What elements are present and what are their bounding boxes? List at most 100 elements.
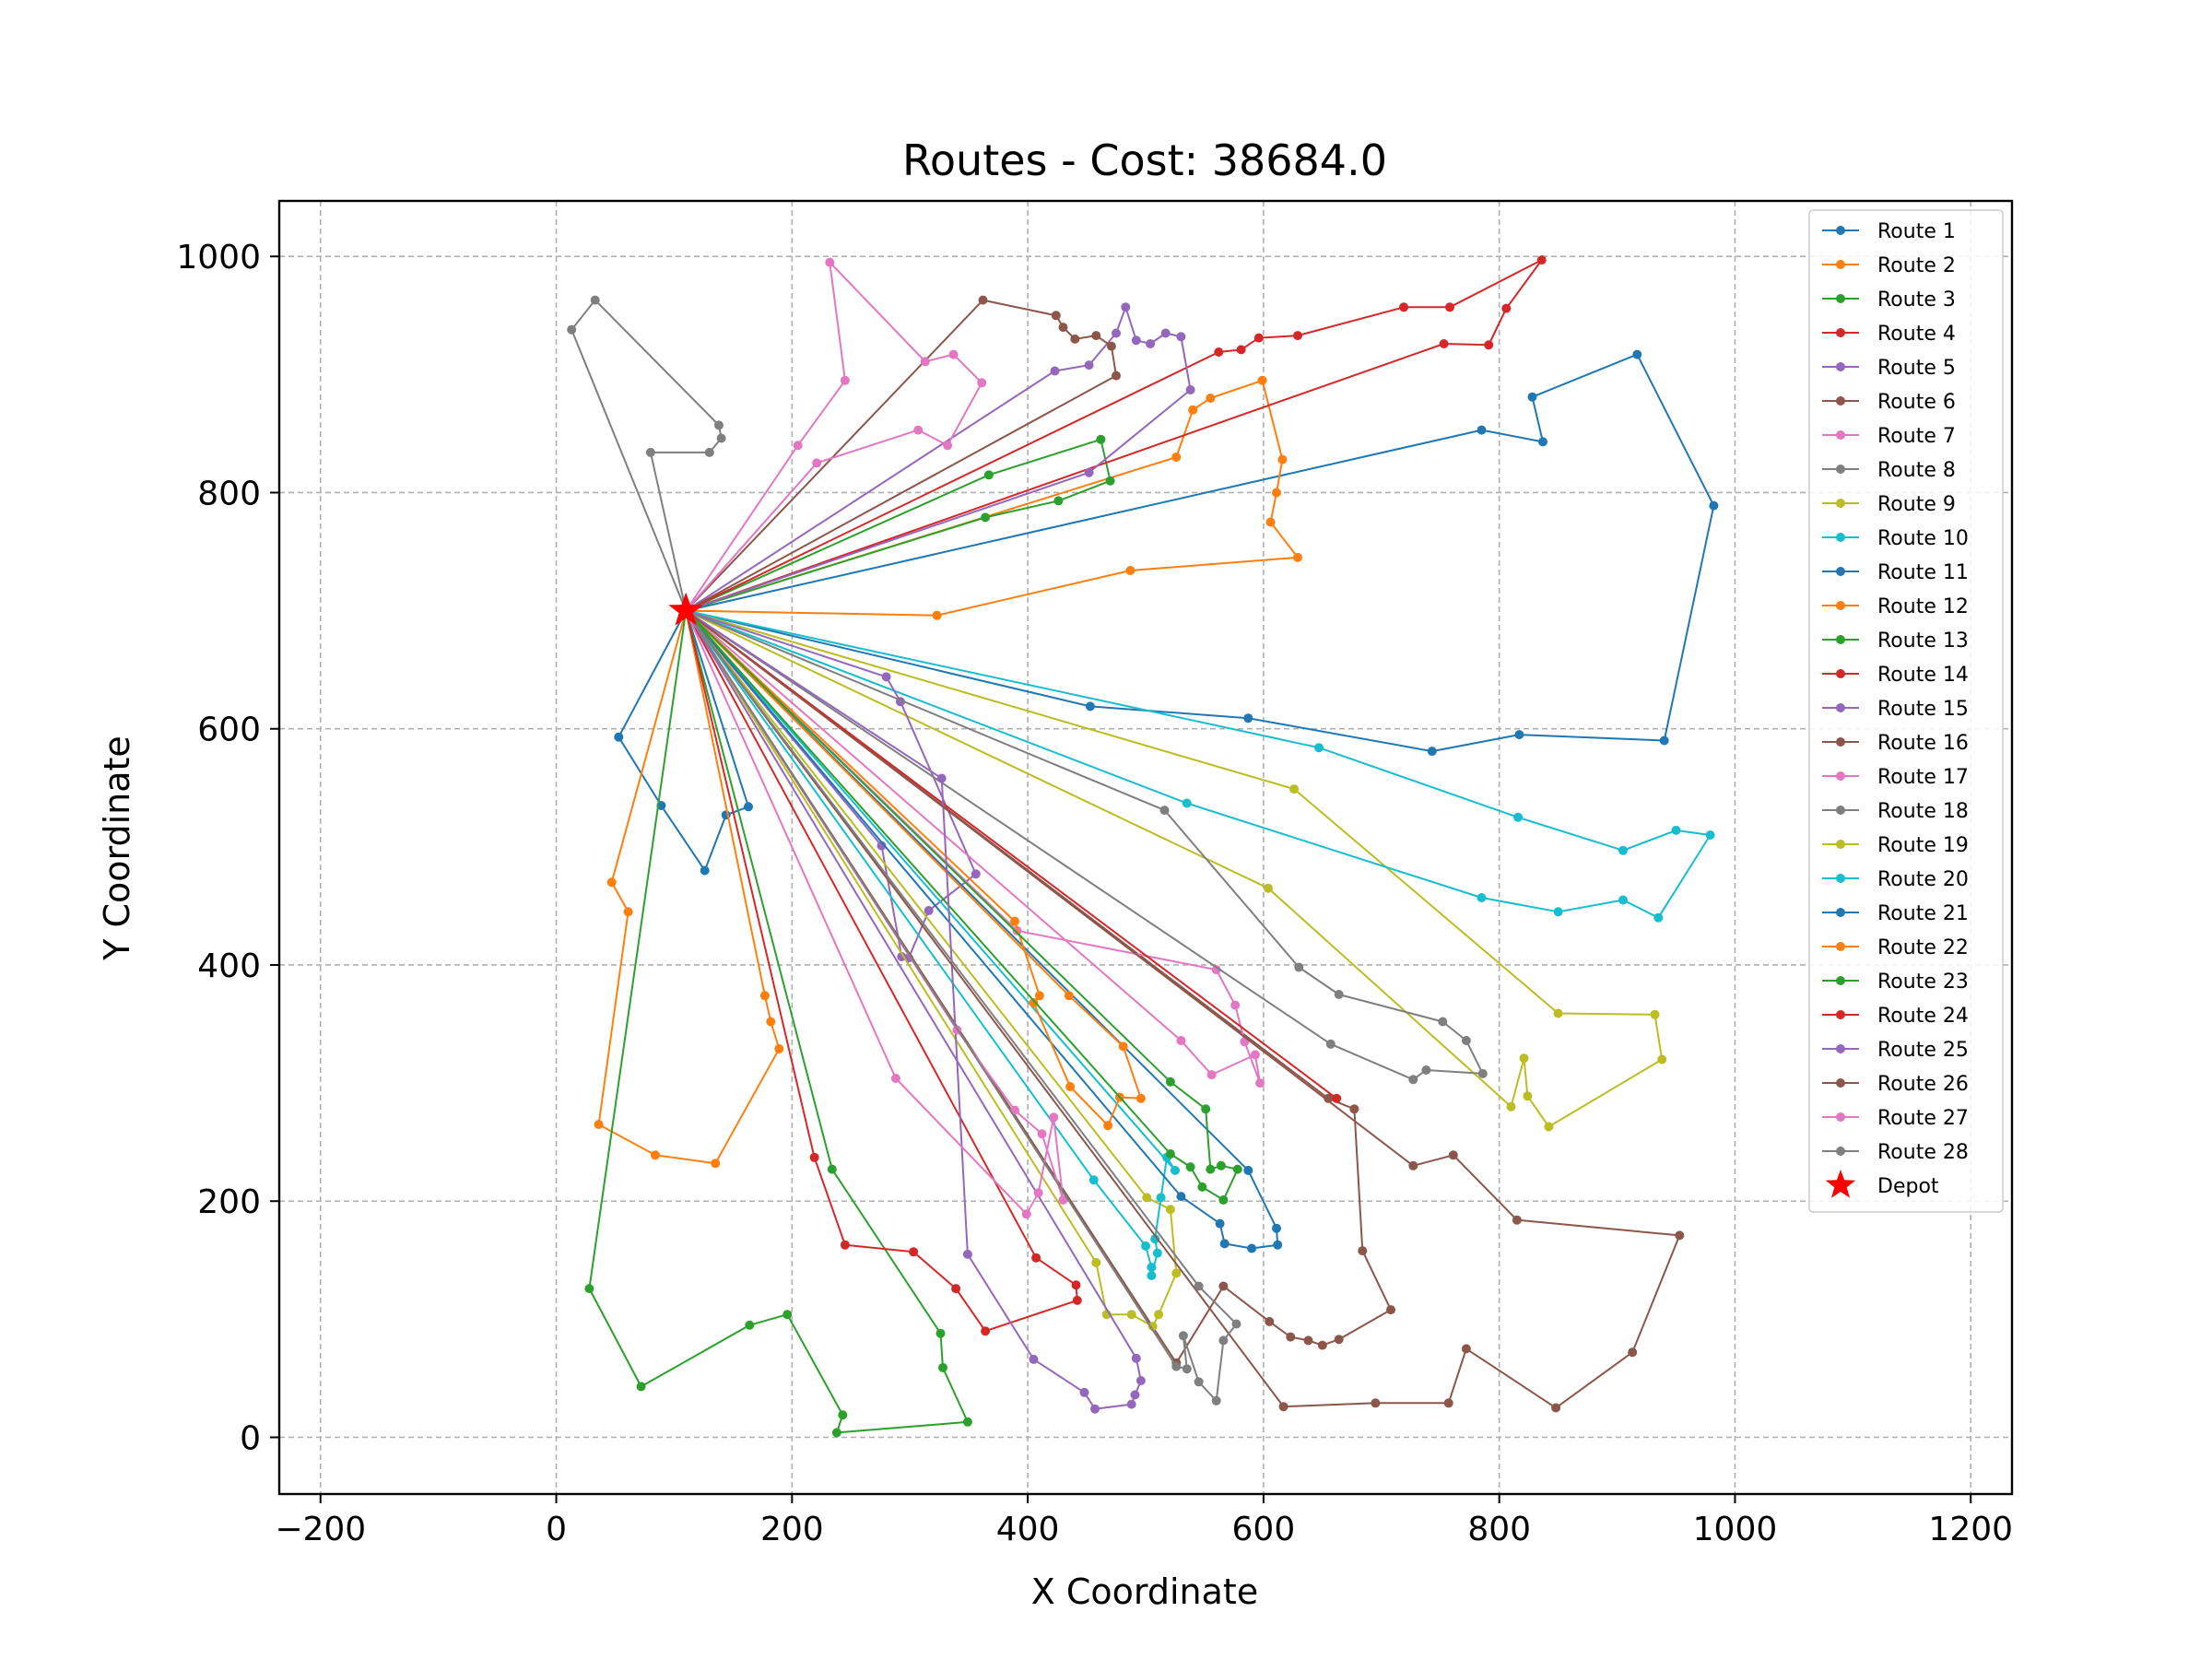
legend-swatch-marker <box>1836 1044 1845 1053</box>
route-line <box>685 609 1681 1409</box>
route-point <box>983 470 994 480</box>
legend-swatch-marker <box>1836 294 1845 303</box>
route-point <box>1084 360 1094 371</box>
route-point <box>1232 1164 1242 1174</box>
route-point <box>1126 1310 1136 1320</box>
route-point <box>1037 1129 1047 1139</box>
route-point <box>1165 1149 1175 1159</box>
legend-swatch-marker <box>1836 1078 1845 1088</box>
legend-swatch-marker <box>1836 976 1845 985</box>
route-point <box>1088 1175 1099 1185</box>
route-point <box>1125 566 1135 575</box>
route-6-series <box>681 295 1121 616</box>
route-point <box>1105 476 1115 486</box>
route-line <box>685 610 1065 1216</box>
route-point <box>1141 1241 1150 1251</box>
route-point <box>809 1152 819 1162</box>
route-point <box>1211 965 1221 975</box>
route-point <box>1064 991 1074 1001</box>
legend-swatch-marker <box>1836 1010 1845 1019</box>
route-point <box>1182 1364 1192 1374</box>
route-point <box>948 349 959 359</box>
legend-item: Route 18 <box>1822 800 1969 823</box>
route-point <box>1106 341 1116 351</box>
route-point <box>744 802 753 812</box>
legend-swatch-marker <box>1836 703 1845 712</box>
route-point <box>1185 1162 1195 1172</box>
legend-swatch-marker <box>1836 260 1845 269</box>
legend-label: Route 6 <box>1877 391 1956 414</box>
route-point <box>1527 392 1537 402</box>
route-point <box>1334 1335 1344 1345</box>
route-point <box>1103 1121 1113 1131</box>
legend-swatch-marker <box>1836 601 1845 610</box>
route-point <box>1519 1053 1529 1064</box>
route-point <box>1171 1268 1182 1278</box>
legend-item: Route 22 <box>1822 936 1969 959</box>
route-point <box>932 610 942 620</box>
route-point <box>1408 1160 1418 1171</box>
route-point <box>978 295 988 305</box>
route-line <box>685 306 1192 612</box>
route-point <box>881 672 891 682</box>
route-point <box>1176 1036 1186 1045</box>
route-point <box>951 1284 961 1294</box>
route-point <box>793 441 803 451</box>
route-point <box>1206 394 1216 403</box>
route-point <box>840 1240 850 1250</box>
legend-label: Route 11 <box>1877 561 1969 584</box>
route-point <box>584 1284 594 1294</box>
route-point <box>1358 1246 1368 1256</box>
legend-item: Route 16 <box>1822 732 1969 755</box>
y-axis-label: Y Coordinate <box>97 735 137 961</box>
route-point <box>1070 334 1080 344</box>
legend-item: Route 1 <box>1822 220 1956 243</box>
route-point <box>825 257 835 267</box>
legend-swatch-marker <box>1836 1147 1845 1156</box>
route-point <box>840 375 850 385</box>
legend-swatch-marker <box>1836 806 1845 815</box>
route-point <box>1277 454 1288 465</box>
legend-label: Route 24 <box>1877 1005 1969 1028</box>
route-point <box>1230 1000 1241 1010</box>
route-point <box>774 1044 784 1053</box>
route-line <box>618 610 749 872</box>
legend-item: Route 24 <box>1822 1005 1969 1028</box>
route-point <box>1031 1253 1041 1263</box>
y-axis: 0 200 400 600 800 1000 <box>176 239 279 1457</box>
route-point <box>936 773 947 783</box>
route-line <box>685 609 1664 1128</box>
legend-label: Route 3 <box>1877 288 1956 312</box>
route-point <box>1618 845 1628 855</box>
route-point <box>606 877 617 888</box>
route-point <box>1171 453 1182 462</box>
route-point <box>971 869 981 879</box>
route-point <box>1243 1165 1253 1175</box>
route-point <box>1216 1160 1226 1171</box>
route-point <box>1084 467 1094 477</box>
route-point <box>1165 1077 1175 1087</box>
route-point <box>704 447 714 457</box>
legend-swatch-marker <box>1836 840 1845 849</box>
legend-depot-star-icon <box>1825 1170 1856 1198</box>
x-tick-label: 400 <box>996 1511 1060 1548</box>
route-point <box>1408 1075 1418 1085</box>
route-point <box>1085 701 1095 712</box>
legend: Route 1 Route 2 Route 3 Route 4 Route 5 Route… <box>1808 209 2004 1213</box>
legend-item: Route 4 <box>1822 323 1956 346</box>
route-26-series <box>681 606 1685 1413</box>
route-point <box>1671 825 1681 835</box>
route-point <box>1317 1340 1327 1350</box>
route-point <box>651 1150 660 1160</box>
route-point <box>1218 1195 1229 1205</box>
route-line <box>685 609 1712 919</box>
x-tick-label: 200 <box>760 1511 824 1548</box>
legend-label: Route 8 <box>1877 459 1956 482</box>
route-point <box>567 324 577 335</box>
route-point <box>981 512 991 523</box>
y-tick-label: 600 <box>197 712 261 749</box>
route-point <box>1072 1295 1082 1305</box>
route-point <box>700 865 710 876</box>
route-point <box>913 425 924 435</box>
legend-label: Route 5 <box>1877 357 1956 380</box>
